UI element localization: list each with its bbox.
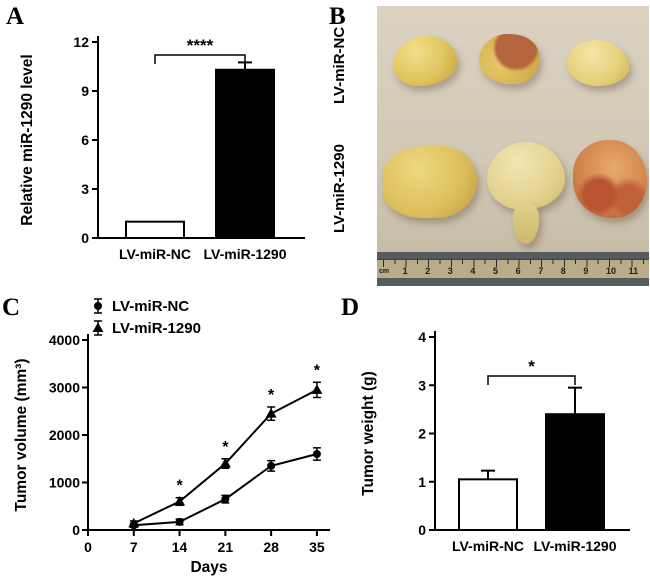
significance-bracket	[154, 54, 246, 64]
svg-text:9: 9	[81, 83, 89, 99]
significance-bracket	[487, 375, 576, 385]
bar-LV-miR-NC	[125, 220, 185, 240]
triangle-marker-icon	[92, 320, 104, 336]
svg-text:LV-miR-NC: LV-miR-NC	[119, 246, 191, 262]
bar-LV-miR-1290	[545, 413, 605, 531]
bar-chart-group: 0 3 6 9 12 LV-miR-NC LV-miR-1290 Relative miR-1…	[19, 34, 305, 262]
svg-text:28: 28	[263, 539, 279, 555]
svg-text:****: ****	[187, 36, 214, 55]
svg-text:12: 12	[73, 34, 89, 50]
svg-text:0: 0	[72, 522, 80, 538]
svg-text:7: 7	[130, 539, 138, 555]
legend-item: LV-miR-1290	[90, 318, 201, 338]
relative-mir-1290-bar-chart: 0 3 6 9 12 LV-miR-NC LV-miR-1290 Relative miR-1…	[19, 34, 305, 262]
svg-text:3000: 3000	[49, 380, 80, 396]
svg-text:Tumor volume (mm³): Tumor volume (mm³)	[13, 359, 30, 512]
svg-text:LV-miR-1290: LV-miR-1290	[204, 246, 287, 262]
ruler-number: 10	[606, 266, 617, 276]
tumor-weight-bar-chart: 0 1 2 3 4 LV-miR-NC LV-miR-1290 Tumor weight (g…	[360, 329, 630, 554]
panel-b-label: B	[329, 3, 346, 30]
chart-c-legend: LV-miR-NC LV-miR-1290	[90, 296, 201, 338]
svg-text:21: 21	[218, 539, 234, 555]
tumor-specimen	[487, 142, 565, 210]
svg-text:4: 4	[418, 329, 426, 345]
panel-c-label: C	[2, 294, 21, 321]
svg-text:*: *	[314, 362, 321, 379]
svg-text:Relative miR-1290 level: Relative miR-1290 level	[19, 54, 36, 225]
panel-b: B LV-miR-NC LV-miR-1290 cm 1 2 3 4 5 6 7 8 9 10 11	[325, 0, 650, 292]
tumor-specimen	[479, 34, 539, 84]
panel-a-label: A	[6, 3, 25, 30]
line-chart-group: 0 7 14 21 28 35 0 1000 2000 3000 4000 Days Tumor vol…	[13, 332, 330, 576]
svg-text:*: *	[222, 439, 229, 456]
svg-text:*: *	[528, 357, 535, 376]
svg-text:1: 1	[418, 474, 426, 490]
svg-text:1000: 1000	[49, 475, 80, 491]
ruler-number: 4	[470, 266, 476, 276]
bar-LV-miR-NC	[458, 478, 518, 531]
panel-d-label: D	[341, 294, 360, 321]
svg-text:Days: Days	[190, 559, 227, 576]
svg-text:6: 6	[81, 132, 89, 148]
ruler-number: 8	[560, 266, 566, 276]
row-label-lv-mir-1290: LV-miR-1290	[331, 144, 348, 233]
svg-text:35: 35	[309, 539, 325, 555]
svg-text:0: 0	[84, 539, 92, 555]
svg-text:0: 0	[81, 230, 89, 246]
tumor-photo: cm 1 2 3 4 5 6 7 8 9 10 11	[377, 6, 649, 286]
ruler-number: 9	[583, 266, 589, 276]
tumor-specimen	[567, 40, 629, 86]
svg-text:LV-miR-NC: LV-miR-NC	[452, 538, 524, 554]
svg-text:*: *	[176, 478, 183, 495]
ruler-number: 1	[402, 266, 408, 276]
ruler-number: 5	[493, 266, 499, 276]
tumor-specimen	[573, 140, 647, 218]
tumor-specimen	[393, 36, 457, 86]
svg-text:14: 14	[172, 539, 188, 555]
ruler-ticks	[383, 260, 649, 264]
svg-text:*: *	[268, 387, 275, 404]
ruler-number: 3	[447, 266, 453, 276]
ruler-number: 11	[628, 266, 639, 276]
svg-text:LV-miR-1290: LV-miR-1290	[534, 538, 617, 554]
svg-text:0: 0	[418, 522, 426, 538]
legend-label: LV-miR-1290	[112, 319, 201, 337]
ruler-unit-label: cm	[379, 268, 390, 275]
svg-text:Tumor weight (g): Tumor weight (g)	[360, 371, 377, 496]
circle-marker-icon	[94, 298, 102, 314]
svg-text:3: 3	[81, 181, 89, 197]
ruler-number: 2	[425, 266, 431, 276]
svg-text:2000: 2000	[49, 427, 80, 443]
ruler-number: 6	[515, 266, 521, 276]
legend-label: LV-miR-NC	[112, 297, 190, 315]
tumor-volume-line-chart: 0 7 14 21 28 35 0 1000 2000 3000 4000 Days Tumor vol…	[13, 332, 330, 576]
tumor-specimen	[513, 202, 539, 244]
bar-LV-miR-1290	[215, 68, 275, 240]
svg-text:4000: 4000	[49, 332, 80, 348]
svg-text:3: 3	[418, 377, 426, 393]
svg-text:2: 2	[418, 426, 426, 442]
legend-item: LV-miR-NC	[90, 296, 201, 316]
ruler-number: 7	[538, 266, 544, 276]
tumor-specimen	[383, 146, 477, 218]
row-label-lv-mir-nc: LV-miR-NC	[331, 26, 348, 104]
bar-chart-group: 0 1 2 3 4 LV-miR-NC LV-miR-1290 Tumor weight (g…	[360, 329, 630, 554]
ruler: cm 1 2 3 4 5 6 7 8 9 10 11	[377, 259, 649, 278]
